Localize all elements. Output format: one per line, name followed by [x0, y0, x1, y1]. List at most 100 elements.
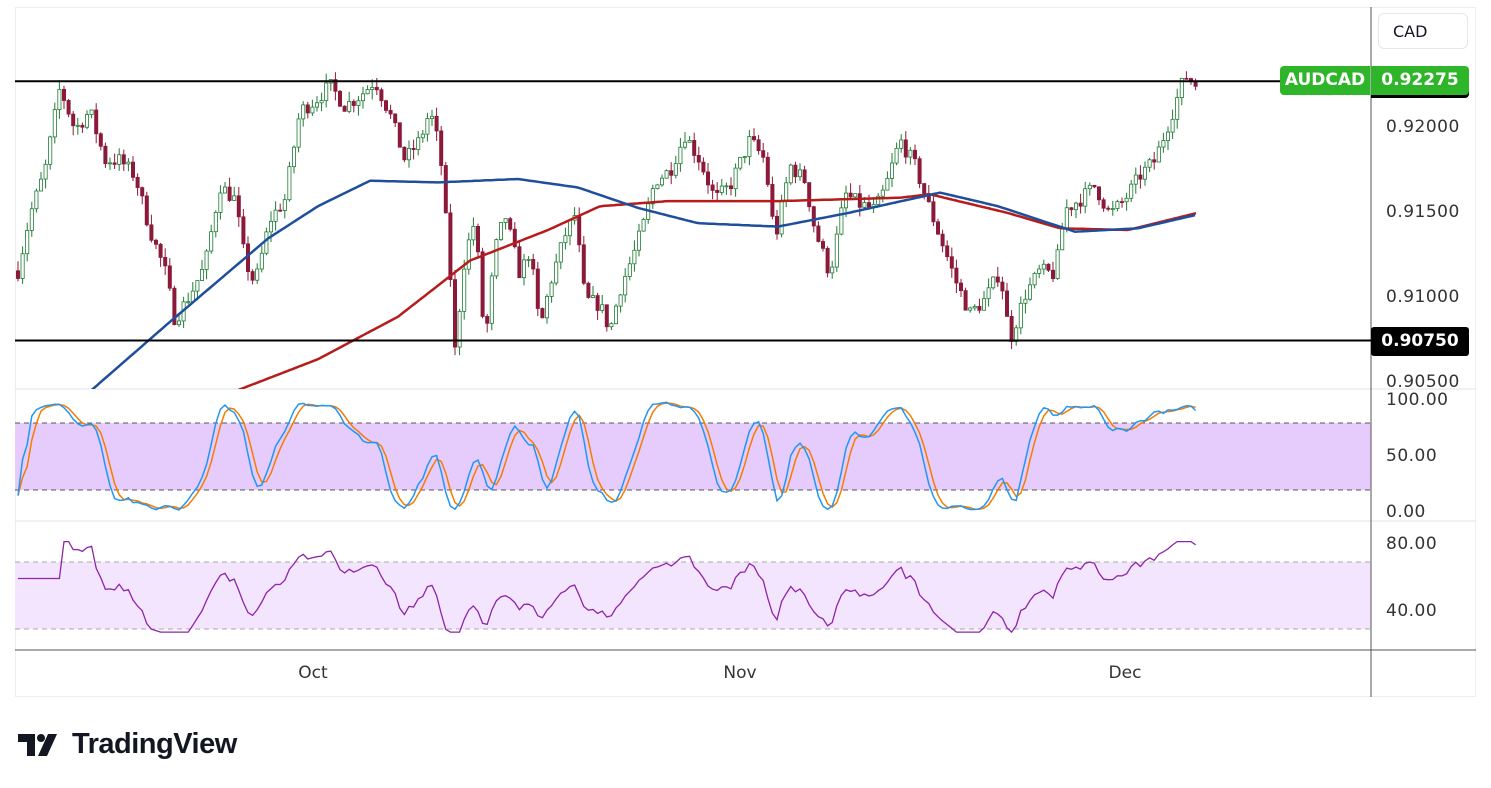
candle	[255, 268, 260, 281]
candle	[199, 268, 204, 281]
price-tick: 0.91000	[1386, 287, 1460, 307]
candle	[439, 130, 444, 166]
candle	[176, 320, 181, 326]
stoch-k-line	[17, 401, 1197, 511]
candle	[899, 139, 904, 149]
candle	[908, 149, 913, 158]
candle	[756, 139, 761, 152]
candle	[982, 298, 987, 311]
candle	[535, 268, 540, 309]
candle	[370, 86, 375, 90]
candle	[761, 150, 766, 158]
candle	[687, 140, 692, 143]
candle	[153, 239, 158, 245]
candle	[632, 249, 637, 265]
candle	[673, 163, 678, 176]
candle	[954, 267, 959, 284]
candle	[747, 136, 752, 157]
price-tick: 0.90500	[1386, 372, 1460, 387]
candle	[48, 136, 53, 165]
candle	[1074, 202, 1079, 211]
candle	[885, 177, 890, 191]
stoch-tick: 100.00	[1386, 390, 1449, 410]
candle	[1032, 273, 1037, 286]
candle	[715, 190, 720, 193]
candle	[1028, 284, 1033, 300]
candle	[940, 233, 945, 247]
brand-name: TradingView	[72, 728, 237, 760]
candle	[945, 245, 950, 258]
candle	[85, 114, 90, 128]
stoch-band	[15, 423, 1371, 490]
candle	[650, 188, 655, 205]
currency-label[interactable]: CAD	[1378, 13, 1468, 49]
candle	[793, 164, 798, 178]
candle	[848, 192, 853, 198]
tradingview-logo[interactable]: TradingView	[18, 728, 237, 761]
candle	[595, 295, 600, 311]
candle	[563, 235, 568, 244]
candle	[830, 266, 835, 274]
candle	[719, 185, 724, 193]
candle	[1152, 159, 1157, 163]
candle	[857, 193, 862, 208]
candle	[149, 224, 154, 241]
price-tick: 0.91500	[1386, 202, 1460, 222]
candle	[752, 136, 757, 141]
candle	[15, 270, 20, 279]
candle	[291, 146, 296, 168]
candle	[1051, 269, 1056, 279]
candle	[825, 247, 830, 274]
candle	[195, 280, 200, 292]
candle	[305, 104, 310, 114]
candle	[411, 147, 416, 150]
candle	[351, 101, 356, 106]
candle	[89, 109, 94, 116]
candle	[568, 219, 573, 237]
candle	[383, 100, 388, 111]
candle	[517, 246, 522, 279]
candle	[591, 295, 596, 298]
candle	[466, 239, 471, 270]
candle	[922, 183, 927, 194]
candle	[577, 215, 582, 246]
candle	[1101, 199, 1106, 209]
candle	[480, 251, 485, 317]
candle	[664, 170, 669, 179]
candle	[374, 86, 379, 91]
candle	[213, 212, 218, 233]
candle	[1110, 208, 1115, 210]
candle	[1175, 97, 1180, 120]
candle	[604, 304, 609, 328]
time-tick: Nov	[723, 663, 757, 683]
candle	[1124, 197, 1129, 203]
candle	[696, 155, 701, 163]
candle	[1143, 166, 1148, 180]
candle	[296, 118, 301, 148]
candle	[1064, 207, 1069, 229]
candle	[471, 225, 476, 241]
candle	[301, 104, 306, 120]
candle	[1106, 207, 1111, 210]
candle	[729, 185, 734, 190]
candle	[609, 323, 614, 328]
candle	[618, 294, 623, 307]
candle	[959, 282, 964, 292]
candle	[57, 88, 62, 111]
candle	[314, 102, 319, 108]
candle	[416, 137, 421, 150]
candle	[531, 259, 536, 270]
candle	[66, 100, 71, 115]
candle	[489, 275, 494, 324]
candle	[1005, 290, 1010, 317]
candle	[549, 282, 554, 297]
candle	[209, 231, 214, 252]
candle	[710, 184, 715, 191]
candle	[264, 231, 269, 254]
candle	[448, 212, 453, 280]
candle	[853, 193, 858, 198]
candle	[342, 105, 347, 112]
candle	[1097, 186, 1102, 201]
price-pane	[15, 71, 1198, 389]
